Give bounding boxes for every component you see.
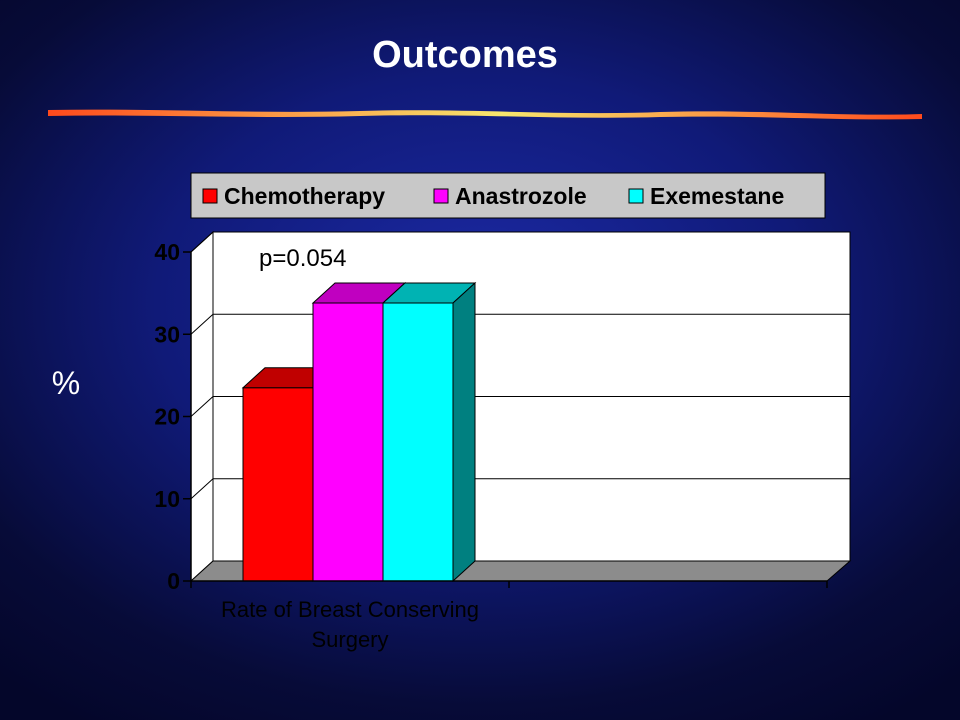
y-axis-label: % bbox=[52, 365, 80, 401]
gridline bbox=[190, 396, 850, 417]
legend-label-anastrozole: Anastrozole bbox=[455, 183, 587, 209]
y-tick-label: 30 bbox=[154, 321, 180, 347]
gridline bbox=[190, 478, 850, 500]
y-tick-label: 20 bbox=[154, 404, 180, 430]
gridline bbox=[190, 313, 850, 335]
gridline bbox=[190, 231, 850, 253]
x-axis bbox=[190, 580, 828, 588]
category-label: Rate of Breast Conserving bbox=[221, 597, 479, 622]
legend-swatch-chemotherapy bbox=[202, 188, 218, 204]
gridlines bbox=[190, 231, 850, 500]
category-label: Surgery bbox=[311, 627, 388, 652]
legend-label-chemotherapy: Chemotherapy bbox=[224, 183, 385, 209]
y-axis bbox=[183, 251, 192, 582]
y-tick-label: 0 bbox=[167, 568, 180, 594]
bars bbox=[241, 281, 477, 583]
category-labels: Rate of Breast Conserving Surgery bbox=[221, 597, 479, 652]
legend-swatch-anastrozole bbox=[433, 188, 449, 204]
legend: Chemotherapy Anastrozole Exemestane bbox=[190, 172, 826, 219]
y-tick-label: 40 bbox=[154, 239, 180, 265]
bar-exemestane bbox=[381, 281, 477, 583]
title-underline-rule bbox=[48, 109, 922, 120]
legend-swatch-exemestane bbox=[628, 188, 644, 204]
legend-label-exemestane: Exemestane bbox=[650, 183, 784, 209]
slide-title: Outcomes bbox=[372, 34, 558, 76]
p-value-annotation: p=0.054 bbox=[259, 245, 346, 272]
y-tick-label: 10 bbox=[154, 486, 180, 512]
y-tick-labels: 0 10 20 30 40 bbox=[154, 239, 180, 594]
